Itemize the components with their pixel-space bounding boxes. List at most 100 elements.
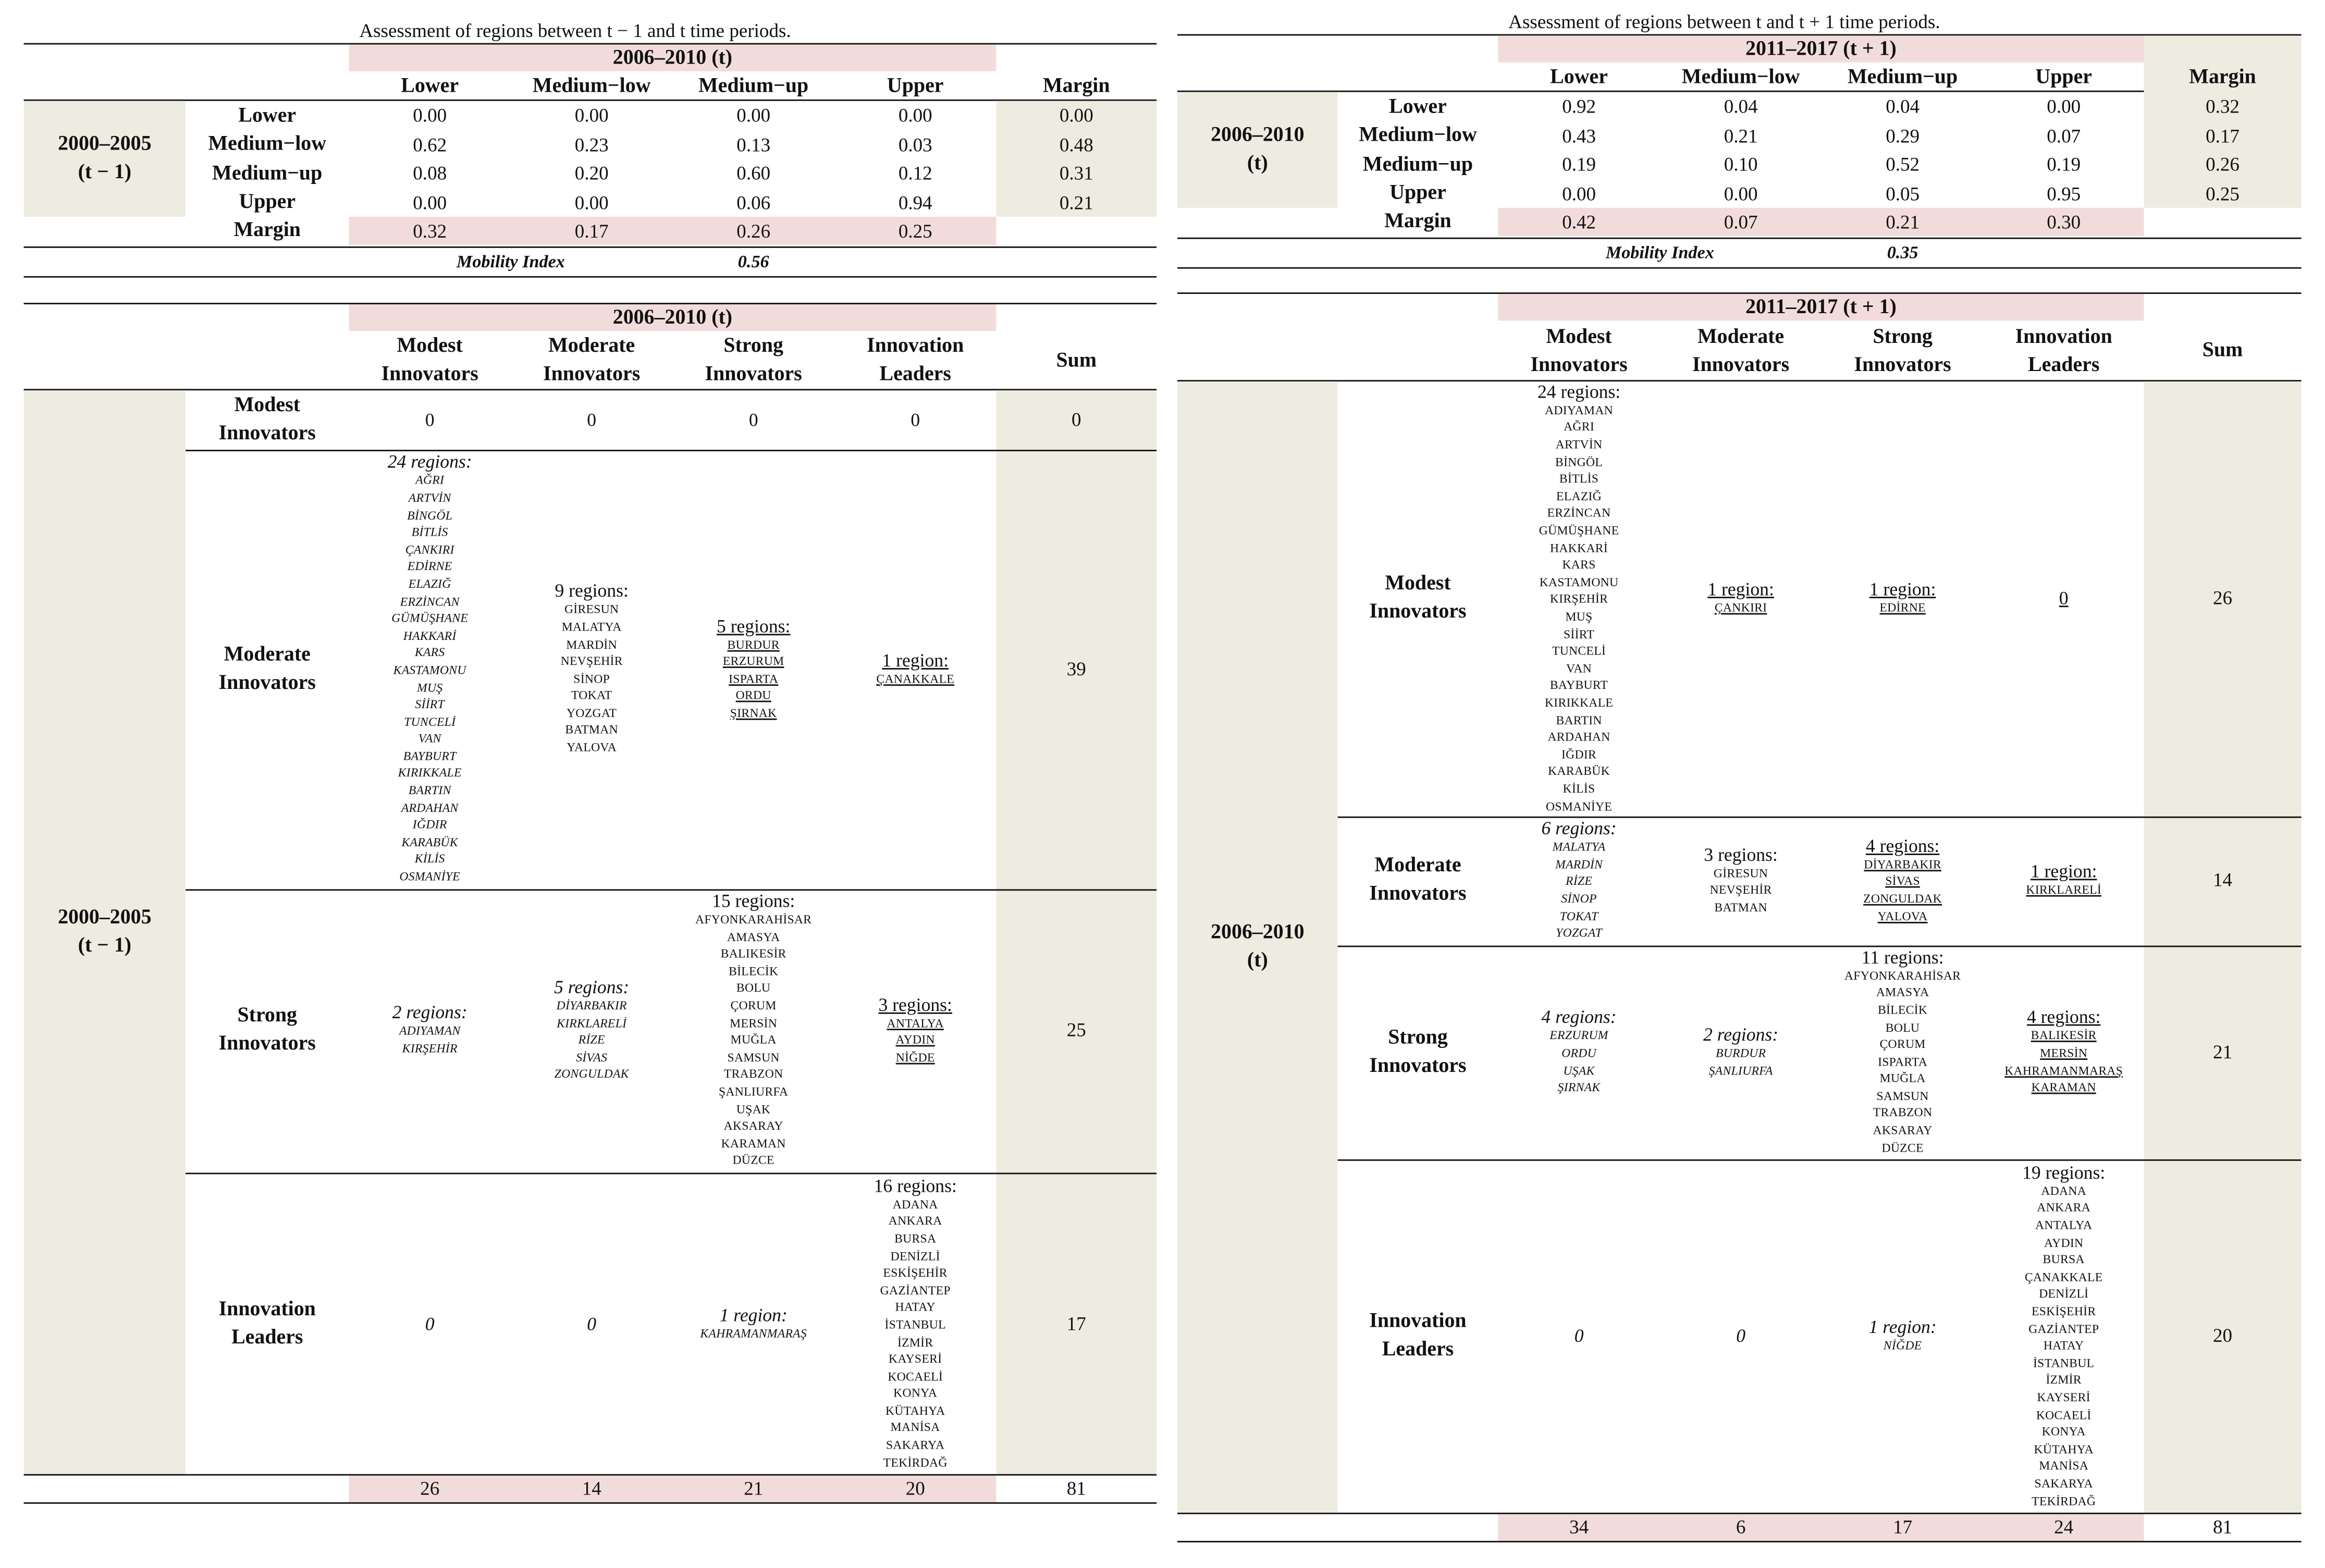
inno-col-header-line: Innovation	[2015, 326, 2112, 349]
margin-row-value: 0.26	[736, 219, 771, 241]
transition-count: 4 regions:	[1541, 1007, 1617, 1028]
region-list: DİYARBAKIR KIRKLARELİ RİZE SİVAS ZONGULDAK	[555, 997, 629, 1083]
region-name: KİLİS	[1563, 782, 1595, 796]
region-name: NEVŞEHİR	[1709, 883, 1772, 897]
matrix-value: 0.23	[574, 132, 609, 155]
inno-row-label-line: Modest	[234, 394, 300, 417]
region-list: NİĞDE	[1884, 1338, 1922, 1355]
column-total: 24	[2054, 1515, 2074, 1538]
matrix-value: 0.00	[898, 104, 932, 127]
margin-value: 0.31	[1059, 162, 1093, 184]
row-sum: 39	[1066, 657, 1086, 680]
region-name: BARTIN	[408, 784, 451, 797]
region-name: KÜTAHYA	[885, 1404, 945, 1418]
matrix-value: 0.95	[2047, 181, 2081, 204]
region-name: HATAY	[895, 1301, 936, 1314]
level-row-label: Upper	[239, 191, 296, 214]
margin-value: 0.17	[2206, 124, 2240, 146]
region-name: UŞAK	[1563, 1064, 1595, 1077]
region-list: ERZURUM ORDU UŞAK ŞIRNAK	[1549, 1028, 1608, 1096]
inno-col-header-line: Moderate	[1697, 326, 1785, 349]
region-name: BAYBURT	[1549, 678, 1608, 693]
inno-row-label-line: Strong	[1388, 1026, 1448, 1049]
column-total: 34	[1569, 1515, 1589, 1538]
inno-col-header: Modest Innovators	[349, 332, 511, 389]
inno-col-header-line: Strong	[1873, 326, 1933, 349]
transition-cell: 0	[511, 1172, 673, 1474]
transition-cell: 0	[1498, 1159, 1660, 1513]
inno-row-label: Innovation Leaders	[186, 1172, 349, 1474]
region-name: ADANA	[2041, 1184, 2087, 1198]
transition-cell: 4 regions: ERZURUM ORDU UŞAK ŞIRNAK	[1498, 946, 1660, 1158]
region-name: KIRIKKALE	[398, 767, 462, 780]
region-name: BARTIN	[1556, 713, 1602, 727]
region-name: YOZGAT	[567, 706, 617, 720]
transition-cell: 3 regions: ANTALYA AYDIN NİĞDE	[834, 889, 997, 1171]
region-name: MERSİN	[2040, 1046, 2088, 1060]
row-sum: 25	[1066, 1018, 1086, 1041]
region-name: BOLU	[1885, 1020, 1920, 1034]
region-name: BİNGÖL	[407, 508, 453, 522]
region-name: SİNOP	[573, 672, 610, 686]
col-period-header: 2006–2010 (t)	[612, 46, 733, 69]
margin-row-value: 0.25	[898, 219, 932, 241]
inno-col-header-line: Leaders	[879, 363, 951, 386]
region-name: ERZİNCAN	[1547, 507, 1611, 521]
transition-cell: 19 regions: ADANA ANKARA ANTALYA AYDIN BURSA Ç…	[1984, 1159, 2144, 1513]
region-name: KARABÜK	[1548, 765, 1610, 779]
region-name: KÜTAHYA	[2034, 1442, 2094, 1456]
transition-count: 0	[587, 1313, 597, 1334]
period-band	[1498, 294, 2144, 321]
level-row-label: Medium−up	[1362, 153, 1473, 176]
region-list: BURDUR ŞANLIURFA	[1709, 1045, 1773, 1079]
region-name: VAN	[1566, 661, 1592, 675]
region-name: VAN	[418, 732, 441, 746]
region-name: ERZURUM	[722, 655, 784, 669]
region-name: BURSA	[894, 1232, 937, 1245]
inno-col-header-line: Innovators	[1692, 354, 1790, 377]
inno-row-label-line: Leaders	[231, 1326, 303, 1349]
inno-row-label-line: Innovators	[218, 672, 316, 694]
grand-total: 81	[1066, 1477, 1086, 1500]
region-name: ÇANAKKALE	[876, 672, 955, 686]
matrix-value: 0.60	[736, 162, 771, 184]
region-name: KIRŞEHİR	[1549, 592, 1608, 607]
region-name: DENİZLİ	[2039, 1288, 2089, 1301]
region-name: ELAZIĞ	[1556, 489, 1602, 503]
region-name: KIRIKKALE	[1544, 696, 1614, 710]
region-name: DENİZLİ	[890, 1249, 940, 1263]
transition-cell: 0	[349, 1172, 511, 1474]
region-name: ÇORUM	[1879, 1038, 1926, 1052]
margin-col-header: Margin	[2189, 67, 2256, 89]
region-list: ANTALYA AYDIN NİĞDE	[887, 1015, 944, 1066]
region-name: ÇANKIRI	[1714, 601, 1767, 615]
region-name: TOKAT	[1559, 909, 1598, 923]
row-period-label: 2000–2005 (t − 1)	[24, 101, 186, 217]
sum-col-header: Sum	[2202, 340, 2243, 363]
level-row-label: Upper	[1389, 182, 1446, 205]
region-name: AFYONKARAHİSAR	[695, 913, 812, 927]
region-name: ORDU	[1561, 1046, 1596, 1060]
transition-cell: 11 regions: AFYONKARAHİSAR AMASYA BİLECİK BO…	[1822, 946, 1984, 1158]
region-name: KONYA	[2041, 1425, 2086, 1439]
region-name: OSMANİYE	[1546, 799, 1613, 813]
row-period-label: 2006–2010 (t)	[1177, 92, 1338, 208]
region-name: MUĞLA	[1879, 1072, 1926, 1086]
transition-count: 1 region:	[1869, 579, 1936, 600]
margin-row-value: 0.32	[413, 219, 447, 241]
region-name: MANİSA	[890, 1421, 940, 1435]
level-col-header: Medium−up	[698, 76, 809, 98]
inno-col-header-line: Modest	[397, 335, 463, 358]
margin-value: 0.00	[1059, 104, 1093, 127]
transition-count: 0	[1736, 1325, 1746, 1347]
matrix-value: 0.62	[413, 132, 447, 155]
transition-count: 3 regions:	[878, 994, 952, 1015]
matrix-value: 0.52	[1886, 153, 1920, 176]
margin-row-label: Margin	[233, 219, 301, 242]
region-name: HAKKARİ	[403, 629, 457, 643]
inno-row-label: Moderate Innovators	[1338, 817, 1498, 944]
rule	[23, 389, 1157, 391]
matrix-value: 0.19	[1562, 153, 1596, 176]
transition-count: 5 regions:	[554, 977, 630, 998]
